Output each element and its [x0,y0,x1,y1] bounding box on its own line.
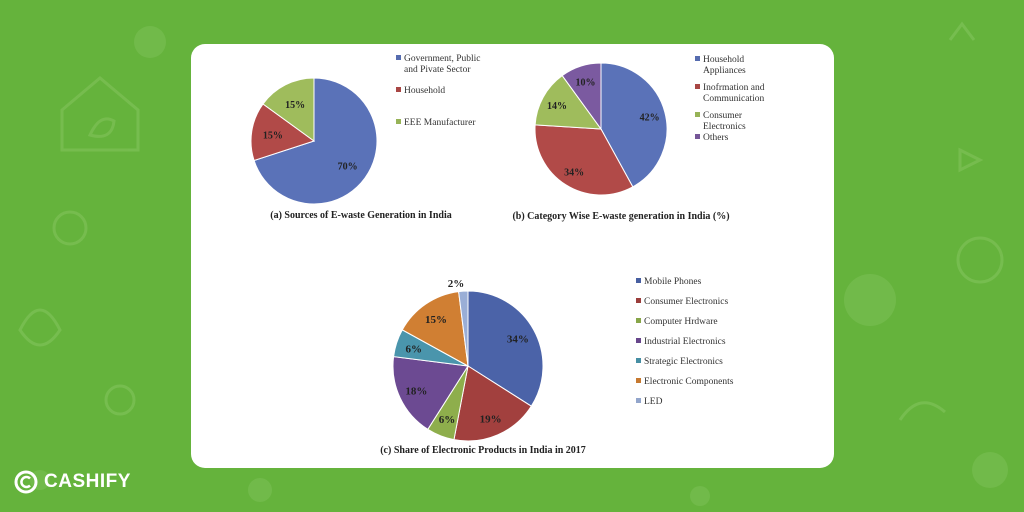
pie-slice [600,62,668,188]
legend-entry: Consumer [703,111,743,121]
legend-swatch [396,55,401,60]
legend-swatch [396,87,401,92]
chart-title: (c) Share of Electronic Products in Indi… [380,445,586,456]
slice-label: 42% [640,113,660,124]
slice-label: 10% [576,77,596,88]
legend-entry: Consumer Electronics [644,297,728,307]
slice-label: 6% [406,343,423,355]
legend-swatch [396,119,401,124]
legend-swatch [636,378,641,383]
infographic-card: 70% 15% 15% Government, Public and Pivate Se… [191,44,834,468]
slice-label: 15% [263,131,283,142]
cashify-logo-icon [14,470,38,494]
legend-entry: Government, Public [404,54,481,64]
legend-entry: Strategic Electronics [644,357,723,367]
pie-slice [453,365,533,442]
legend-entry: Electronic Components [644,377,734,387]
legend-entry: Electronics [703,122,746,132]
pie-slice [534,74,603,130]
legend-entry: Communication [703,94,764,104]
pie-slice [561,62,602,131]
legend-entry: LED [644,397,663,407]
legend-swatch [636,338,641,343]
slice-label: 15% [285,100,305,111]
pie-slice [262,77,315,142]
slice-label: 70% [338,161,358,172]
brand-logo: CASHIFY [14,468,131,496]
slice-label: 15% [425,314,447,326]
slice-label: 6% [439,414,456,426]
legend-entry: Mobile Phones [644,277,702,287]
pie-slice [401,291,469,367]
legend-swatch [636,278,641,283]
pie-slice [392,356,469,431]
legend-swatch [636,318,641,323]
legend-entry: and Pivate Sector [404,65,471,75]
legend-swatch [636,398,641,403]
legend-entry: Household [703,55,744,65]
slice-label: 19% [480,413,502,425]
slice-label: 34% [507,334,529,346]
legend-entry: Industrial Electronics [644,337,726,347]
legend-swatch [695,112,700,117]
slice-label: 14% [547,101,567,112]
legend-entry: Inofrmation and [703,82,765,93]
pie-slice [458,290,469,367]
slice-label: 18% [405,385,427,397]
chart-title: (a) Sources of E-waste Generation in Ind… [270,210,451,221]
slice-label: 2% [448,278,465,290]
legend-swatch [695,84,700,89]
legend-entry: Computer Hrdware [644,317,718,327]
legend-entry: Others [703,133,729,143]
pie-slice [250,103,316,162]
chart-title: (b) Category Wise E-waste generation in … [512,211,729,222]
slice-label: 34% [564,167,584,178]
legend-swatch [636,358,641,363]
pie-slice [253,77,378,205]
brand-name: CASHIFY [44,471,131,492]
legend-swatch [695,56,700,61]
legend-swatch [636,298,641,303]
legend-swatch [695,134,700,139]
legend-entry: Appliances [703,66,746,76]
legend-entry: Household [404,86,445,96]
legend-entry: EEE Manufacturer [404,117,476,128]
pie-slice [534,124,634,196]
